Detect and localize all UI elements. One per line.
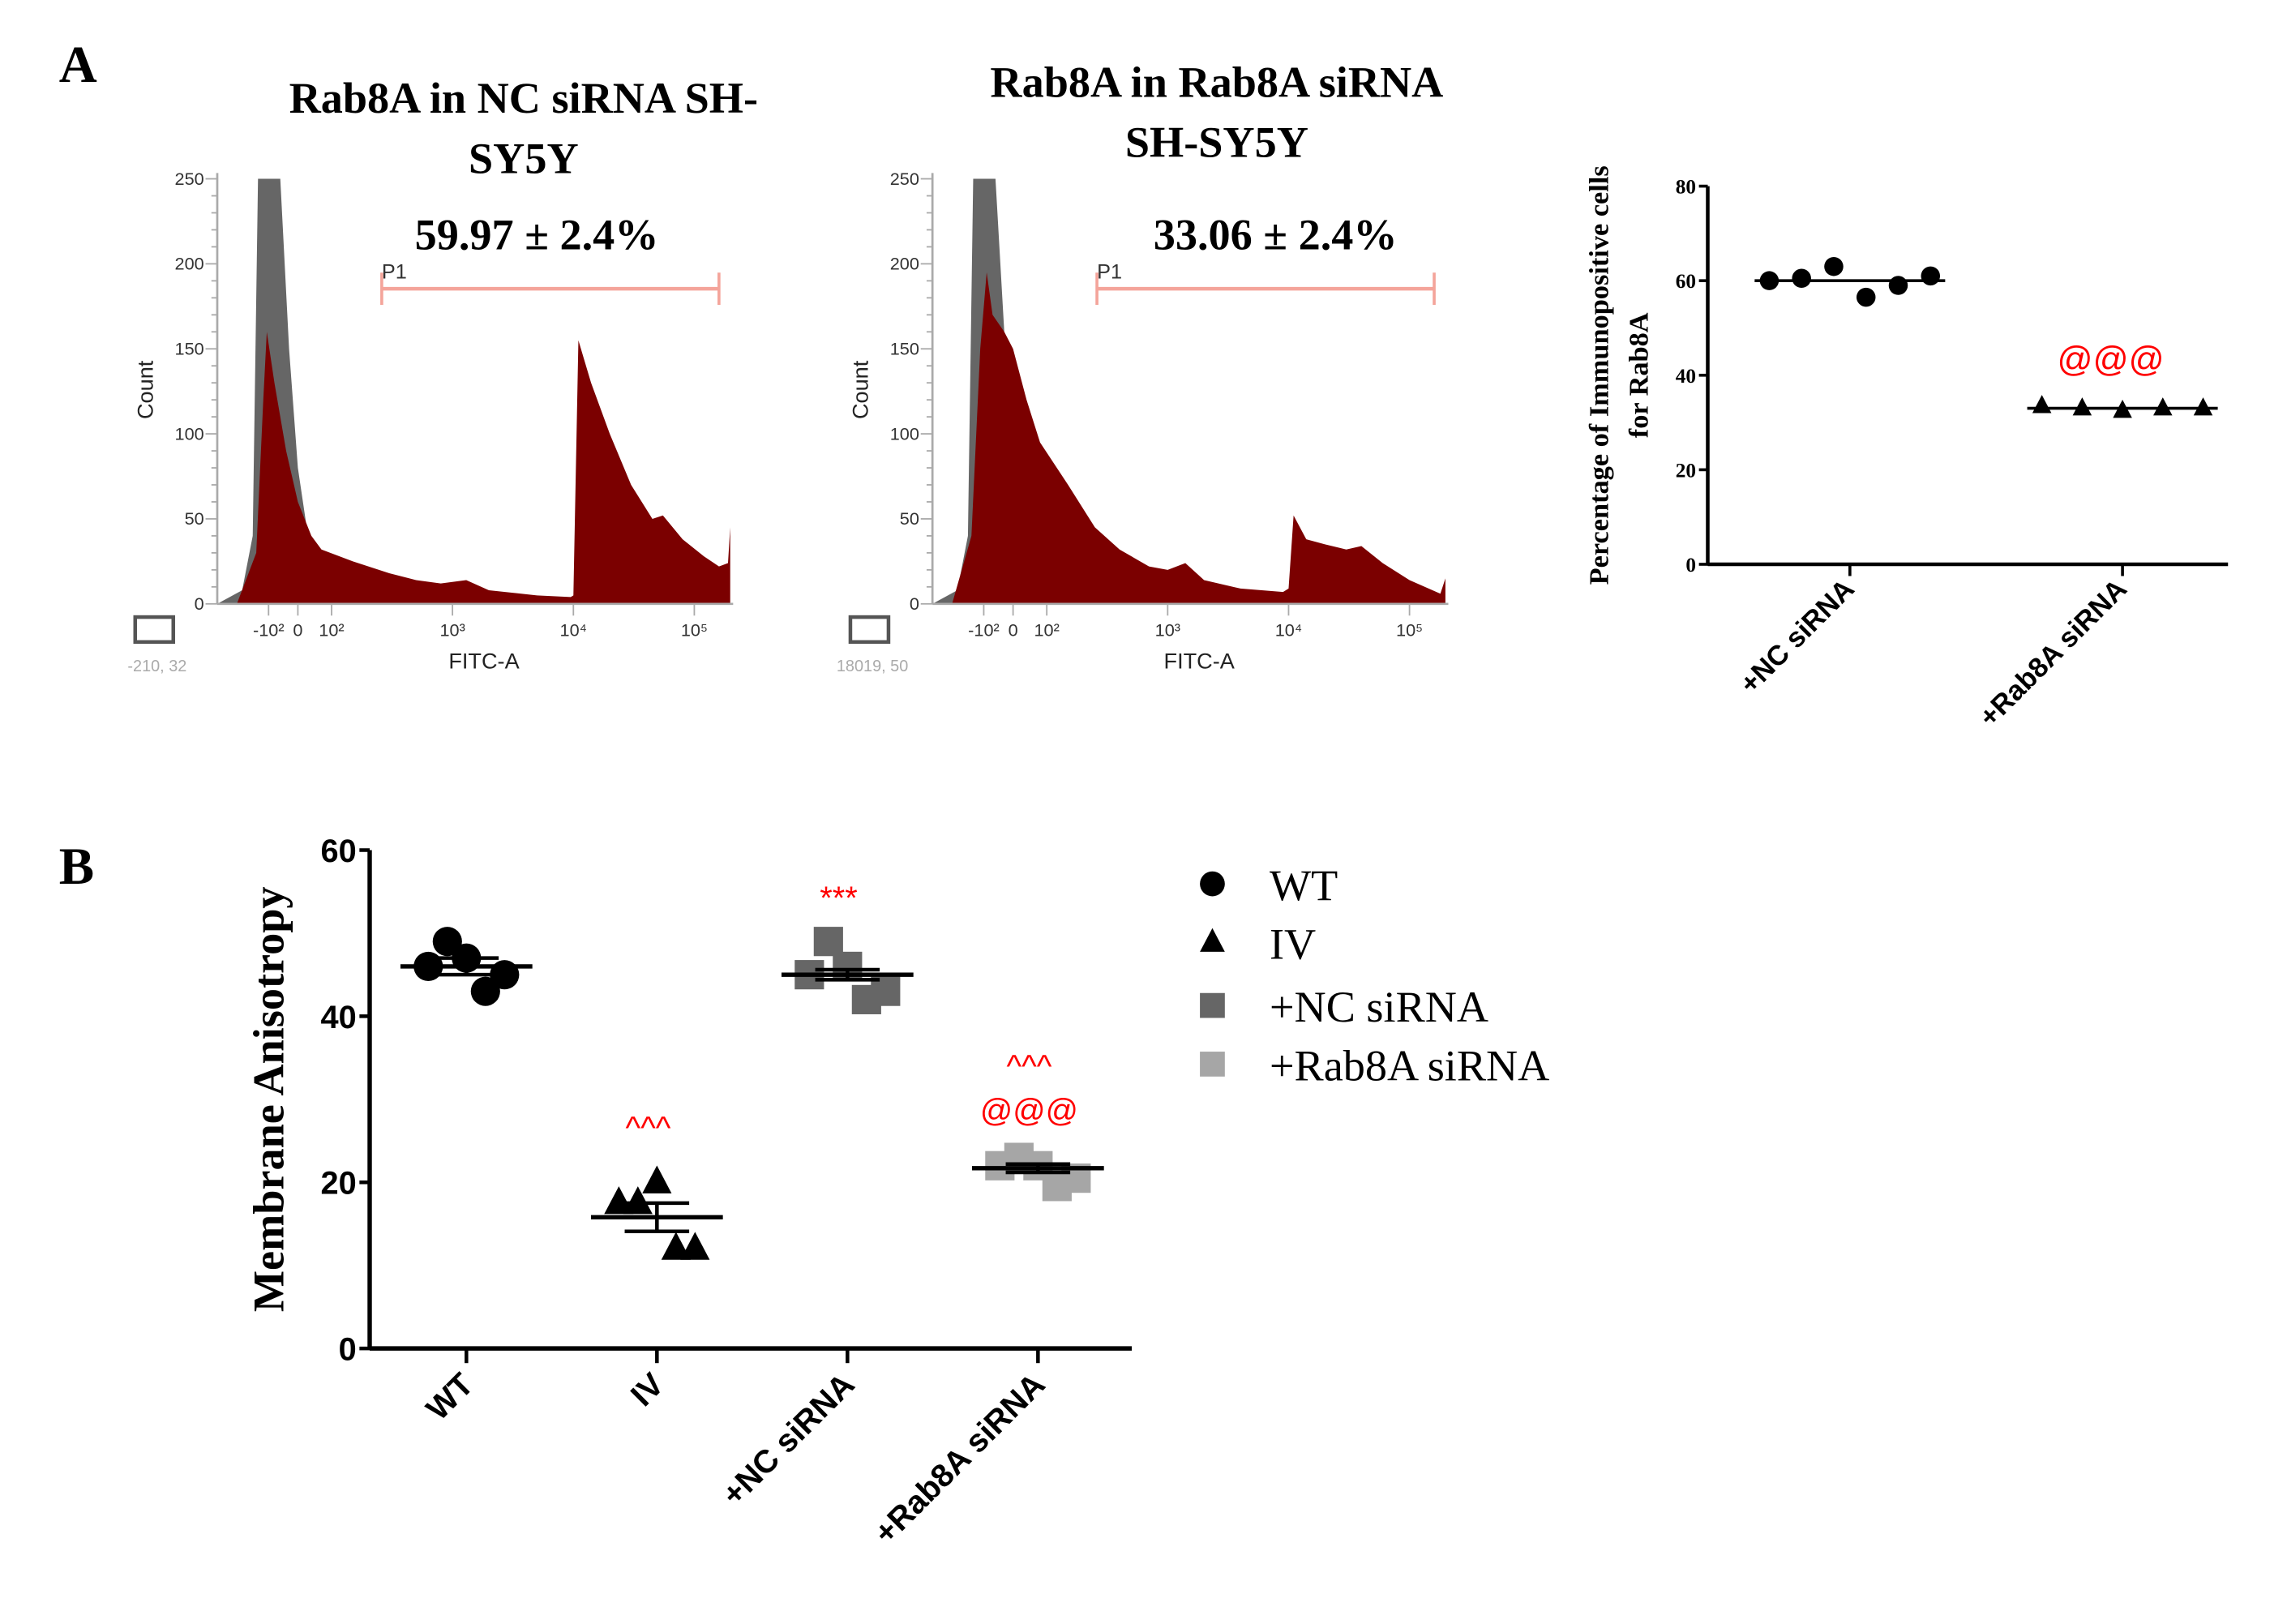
panel-label-b: B (59, 838, 94, 896)
immunopositive-scatter: 0 20 40 60 80 Percentage of Immunopositive ce… (1584, 165, 2229, 733)
chart-title-line-1: Rab8A in NC siRNA SH- (289, 74, 758, 122)
data-point (432, 927, 462, 957)
y-axis-label-line-1: Percentage of Immunopositive cells (1584, 165, 1615, 585)
y-tick-label: 0 (1685, 554, 1696, 576)
y-tick-label: 100 (175, 423, 204, 443)
x-tick-label: +Rab8A siRNA (1973, 573, 2133, 733)
legend-marker (1200, 1052, 1225, 1077)
panel-label-a: A (59, 36, 97, 94)
legend-label: +NC siRNA (1270, 983, 1488, 1031)
y-tick-label: 80 (1676, 176, 1696, 199)
data-point (642, 1165, 672, 1193)
data-point (2032, 395, 2052, 413)
x-tick-label: WT (420, 1366, 481, 1427)
y-tick-label: 50 (900, 508, 919, 529)
y-tick-label: 250 (175, 169, 204, 189)
legend-marker (1200, 992, 1225, 1018)
significance-annotation: *** (820, 881, 857, 916)
y-axis-label: Membrane Anisotropy (244, 887, 293, 1313)
y-axis-label-line-2: for Rab8A (1623, 312, 1654, 438)
y-tick-label: 60 (320, 833, 356, 869)
data-point (623, 1186, 653, 1215)
data-point (604, 1186, 634, 1215)
cursor-readout: -210, 32 (127, 658, 186, 675)
data-point (1888, 276, 1908, 295)
anisotropy-scatter: 0 20 40 60 Membrane Anisotropy WT IV +NC siRNA +… (244, 833, 1133, 1551)
y-tick-label: 200 (890, 254, 919, 274)
x-tick-label: 10² (319, 620, 344, 641)
x-tick-label: -10² (253, 620, 285, 641)
x-tick-label: 10² (1034, 620, 1060, 641)
legend-label: WT (1270, 861, 1338, 910)
y-tick-label: 40 (320, 1000, 356, 1035)
percentage-annotation: 33.06 ± 2.4% (1154, 210, 1398, 259)
zoom-box-icon (848, 615, 891, 645)
legend-label: +Rab8A siRNA (1270, 1041, 1549, 1090)
x-tick-label: -10² (968, 620, 1000, 641)
y-tick-label: 150 (175, 338, 204, 358)
data-point (680, 1232, 710, 1260)
chart-title-line-2: SH-SY5Y (1125, 118, 1308, 166)
data-point (2193, 397, 2213, 416)
significance-annotation: @@@ (980, 1093, 1078, 1129)
histogram-nc-sirna: Rab8A in NC siRNA SH- SY5Y 59.97 ± 2.4% … (127, 74, 758, 675)
histogram-rab8a-sirna: Rab8A in Rab8A siRNA SH-SY5Y 33.06 ± 2.4… (837, 58, 1449, 675)
data-point (871, 976, 901, 1006)
x-tick-label: 10⁴ (1275, 620, 1302, 641)
y-tick-label: 250 (890, 169, 919, 189)
y-tick-label: 40 (1676, 365, 1696, 388)
x-tick-label: +Rab8A siRNA (867, 1366, 1052, 1551)
significance-annotation: ^^^ (625, 1111, 670, 1146)
y-tick-label: 50 (185, 508, 204, 529)
legend: WT IV +NC siRNA +Rab8A siRNA (1200, 861, 1549, 1090)
data-point (1824, 256, 1844, 276)
x-tick-label: IV (624, 1366, 671, 1413)
y-tick-label: 0 (910, 593, 919, 614)
x-tick-label: 10⁴ (560, 620, 587, 641)
x-tick-label: 0 (293, 620, 302, 641)
y-tick-label: 0 (339, 1332, 357, 1368)
x-tick-label: 0 (1009, 620, 1018, 641)
data-point (2153, 397, 2173, 416)
legend-marker (1200, 871, 1225, 897)
x-tick-label: +NC siRNA (715, 1366, 861, 1512)
sample-histogram (952, 272, 1445, 604)
y-axis-label: Count (848, 360, 873, 419)
y-tick-label: 20 (320, 1166, 356, 1202)
x-axis-label: FITC-A (1164, 648, 1236, 673)
legend-label: IV (1270, 919, 1316, 968)
x-axis-label: FITC-A (448, 648, 520, 673)
y-tick-label: 60 (1676, 270, 1696, 293)
y-tick-label: 150 (890, 338, 919, 358)
gate-label: P1 (1097, 260, 1122, 283)
y-tick-label: 0 (195, 593, 204, 614)
data-point (813, 927, 843, 957)
data-point (2072, 397, 2092, 416)
data-point (1921, 266, 1941, 286)
chart-title-line-2: SY5Y (469, 134, 579, 182)
x-tick-label: +NC siRNA (1734, 573, 1861, 700)
chart-title-line-1: Rab8A in Rab8A siRNA (990, 58, 1443, 106)
x-tick-label: 10³ (1155, 620, 1180, 641)
percentage-annotation: 59.97 ± 2.4% (415, 210, 659, 259)
significance-annotation: ^^^ (1007, 1049, 1052, 1085)
legend-marker (1200, 928, 1225, 952)
sample-histogram (237, 332, 730, 604)
x-tick-label: 10³ (439, 620, 465, 641)
y-tick-label: 100 (890, 423, 919, 443)
zoom-box-icon (133, 615, 176, 645)
x-tick-label: 10⁵ (681, 620, 708, 641)
significance-annotation: @@@ (2058, 340, 2165, 379)
y-tick-label: 20 (1676, 459, 1696, 482)
data-point (661, 1232, 691, 1260)
y-tick-label: 200 (175, 254, 204, 274)
gate-label: P1 (382, 260, 407, 283)
y-axis-label: Count (132, 360, 157, 419)
x-tick-label: 10⁵ (1396, 620, 1423, 641)
cursor-readout: 18019, 50 (837, 658, 908, 675)
data-point (470, 976, 500, 1006)
data-point (1792, 268, 1811, 289)
data-point (1856, 287, 1876, 307)
